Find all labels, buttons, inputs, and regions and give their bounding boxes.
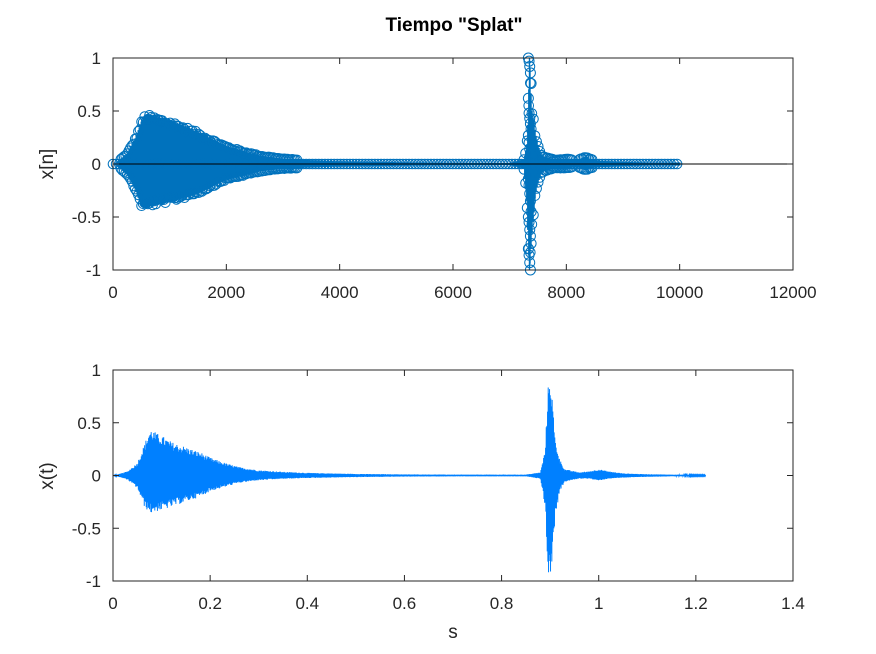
- top-series-marker: [291, 154, 303, 166]
- bottom-plot-ticks: 0 0.2 0.4 0.6 0.8 1 1.2 1.4 -1 -0.5 0 0.5 1: [72, 361, 805, 613]
- top-series-marker: [531, 136, 542, 147]
- top-series-marker: [155, 194, 166, 206]
- top-y-tick-label: 1: [92, 49, 101, 68]
- top-series-marker: [525, 123, 537, 135]
- top-series-marker: [174, 124, 185, 136]
- top-x-tick-label: 4000: [321, 283, 359, 302]
- top-series-marker: [524, 147, 536, 159]
- bottom-plot-data-layer: [112, 387, 707, 573]
- top-x-tick-label: 2000: [207, 283, 245, 302]
- top-series-marker: [525, 77, 537, 89]
- figure-title: Tiempo "Splat": [386, 15, 523, 36]
- bottom-y-tick-label: -0.5: [72, 519, 101, 538]
- top-series-marker: [524, 230, 536, 242]
- top-subplot-xn: 0 2000 4000 6000 8000 10000 12000 -1 -0.5 0 0.5 1 x…: [37, 49, 817, 302]
- top-y-tick-label: -1: [86, 261, 101, 280]
- top-series-marker: [291, 162, 303, 174]
- top-y-tick-label: 0: [92, 155, 101, 174]
- top-y-tick-label: 0.5: [77, 102, 101, 121]
- top-series-marker: [125, 142, 136, 154]
- top-x-tick-label: 8000: [547, 283, 585, 302]
- top-series-marker: [522, 92, 534, 104]
- top-x-tick-label: 0: [108, 283, 117, 302]
- top-series-marker: [133, 125, 144, 137]
- top-plot-data-layer: [107, 52, 793, 276]
- bottom-x-tick-label: 1.4: [781, 594, 805, 613]
- top-series-marker: [128, 138, 139, 150]
- bottom-x-tick-label: 1.2: [684, 594, 708, 613]
- top-series-marker: [525, 166, 537, 178]
- top-series-marker: [120, 150, 131, 162]
- bottom-y-tick-label: 0.5: [77, 414, 101, 433]
- top-series-marker: [524, 67, 536, 79]
- top-series-marker: [525, 206, 537, 218]
- bottom-x-tick-label: 0.4: [295, 594, 319, 613]
- bottom-y-tick-label: 1: [92, 361, 101, 380]
- top-series-marker: [525, 238, 537, 249]
- top-series-marker: [520, 147, 531, 159]
- top-series-marker: [518, 164, 530, 175]
- top-series-marker: [522, 173, 534, 185]
- top-series-marker: [586, 162, 598, 174]
- top-y-tick-label: -0.5: [72, 208, 101, 227]
- top-series-marker: [125, 173, 136, 185]
- bottom-x-tick-label: 0.8: [490, 594, 514, 613]
- bottom-x-tick-label: 0.6: [393, 594, 417, 613]
- bottom-plot-x-axis-label: s: [448, 622, 458, 643]
- bottom-plot-y-axis-label: x(t): [37, 462, 58, 489]
- top-series-marker: [136, 200, 147, 212]
- top-series-marker: [529, 130, 541, 142]
- top-series-marker: [188, 188, 200, 200]
- top-series-marker: [142, 198, 154, 210]
- top-series-marker: [522, 211, 534, 223]
- top-plot-y-axis-label: x[n]: [37, 149, 58, 180]
- bottom-x-tick-label: 0: [108, 594, 117, 613]
- top-series-marker: [524, 195, 536, 207]
- top-series-marker: [531, 183, 542, 194]
- top-series-marker: [524, 118, 536, 130]
- top-series-marker: [129, 183, 141, 195]
- top-series-marker: [522, 129, 534, 141]
- top-x-tick-label: 12000: [769, 283, 816, 302]
- top-series-marker: [522, 243, 534, 255]
- top-x-tick-label: 10000: [656, 283, 703, 302]
- top-series-marker: [126, 140, 138, 151]
- top-x-tick-label: 6000: [434, 283, 472, 302]
- top-series-marker: [212, 138, 224, 150]
- top-series-marker: [126, 176, 138, 187]
- bottom-series-line: [112, 387, 707, 573]
- top-series-marker: [204, 180, 216, 192]
- bottom-x-tick-label: 0.2: [198, 594, 222, 613]
- bottom-x-tick-label: 1: [594, 594, 603, 613]
- top-plot-ticks: 0 2000 4000 6000 8000 10000 12000 -1 -0.5 0 0.5 1: [72, 49, 817, 302]
- bottom-subplot-xt: 0 0.2 0.4 0.6 0.8 1 1.2 1.4 -1 -0.5 0 0.5 1 x(t) s: [37, 361, 805, 643]
- top-series-marker: [134, 124, 146, 135]
- bottom-y-tick-label: 0: [92, 467, 101, 486]
- bottom-y-tick-label: -1: [86, 572, 101, 591]
